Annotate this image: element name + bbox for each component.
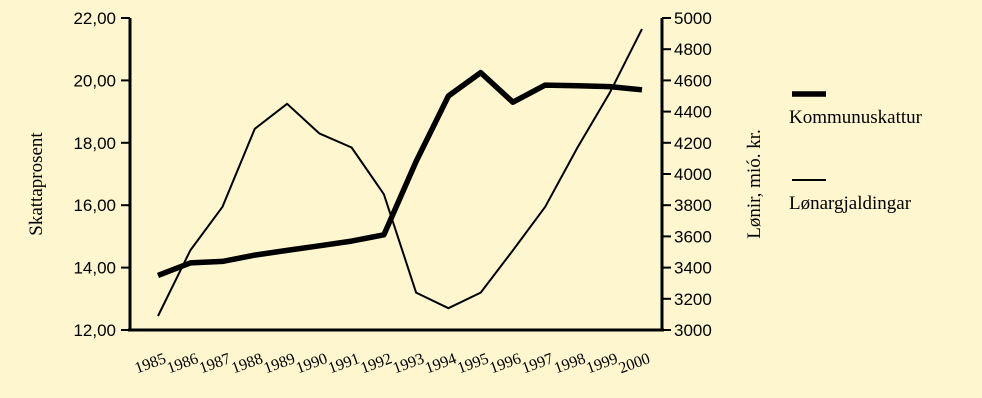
left-axis-ticks: 12,00 14,00 16,00 18,00 20,00 22,00 — [73, 9, 130, 340]
left-tick-label: 18,00 — [73, 134, 116, 153]
x-tick-label: 1987 — [197, 350, 233, 377]
right-tick-label: 3800 — [674, 196, 712, 215]
x-tick-label: 1998 — [552, 350, 588, 377]
x-tick-label: 1996 — [487, 350, 523, 377]
x-tick-label: 1988 — [229, 350, 265, 377]
x-tick-label: 1997 — [520, 350, 556, 377]
right-tick-label: 3200 — [674, 290, 712, 309]
right-tick-label: 4400 — [674, 103, 712, 122]
series-line — [157, 69, 643, 278]
legend-label: Lønargjaldingar — [789, 193, 912, 214]
x-tick-label: 1995 — [455, 350, 491, 377]
left-axis-title: Skattaprosent — [26, 132, 47, 236]
right-axis-title: Lønir, mió. kr. — [744, 129, 765, 239]
left-tick-label: 20,00 — [73, 71, 116, 90]
left-tick-label: 14,00 — [73, 259, 116, 278]
right-tick-label: 3000 — [674, 321, 712, 340]
series-1 — [157, 28, 643, 317]
x-axis-ticks: 1985198619871988198919901991199219931994… — [133, 350, 653, 377]
x-tick-label: 1989 — [262, 350, 298, 377]
right-tick-label: 4000 — [674, 165, 712, 184]
x-tick-label: 1991 — [326, 350, 362, 377]
x-tick-label: 1999 — [584, 350, 620, 377]
right-tick-label: 4600 — [674, 71, 712, 90]
x-tick-label: 1994 — [423, 350, 459, 377]
x-tick-label: 1985 — [133, 350, 169, 377]
series-0 — [157, 69, 643, 278]
x-tick-label: 1992 — [358, 350, 394, 377]
left-tick-label: 16,00 — [73, 196, 116, 215]
x-tick-label: 1986 — [165, 350, 201, 377]
right-tick-label: 3400 — [674, 259, 712, 278]
x-tick-label: 2000 — [617, 350, 653, 377]
x-tick-label: 1990 — [294, 350, 330, 377]
right-axis-ticks: 3000 3200 3400 3600 3800 4000 4200 4400 4600 4800… — [662, 9, 712, 340]
right-tick-label: 3600 — [674, 227, 712, 246]
right-tick-label: 4200 — [674, 134, 712, 153]
left-tick-label: 22,00 — [73, 9, 116, 28]
x-tick-label: 1993 — [391, 350, 427, 377]
left-tick-label: 12,00 — [73, 321, 116, 340]
right-tick-label: 4800 — [674, 40, 712, 59]
series-line — [157, 28, 643, 317]
legend: Kommunuskattur Lønargjaldingar — [789, 91, 923, 214]
right-tick-label: 5000 — [674, 9, 712, 28]
legend-label: Kommunuskattur — [789, 107, 923, 128]
